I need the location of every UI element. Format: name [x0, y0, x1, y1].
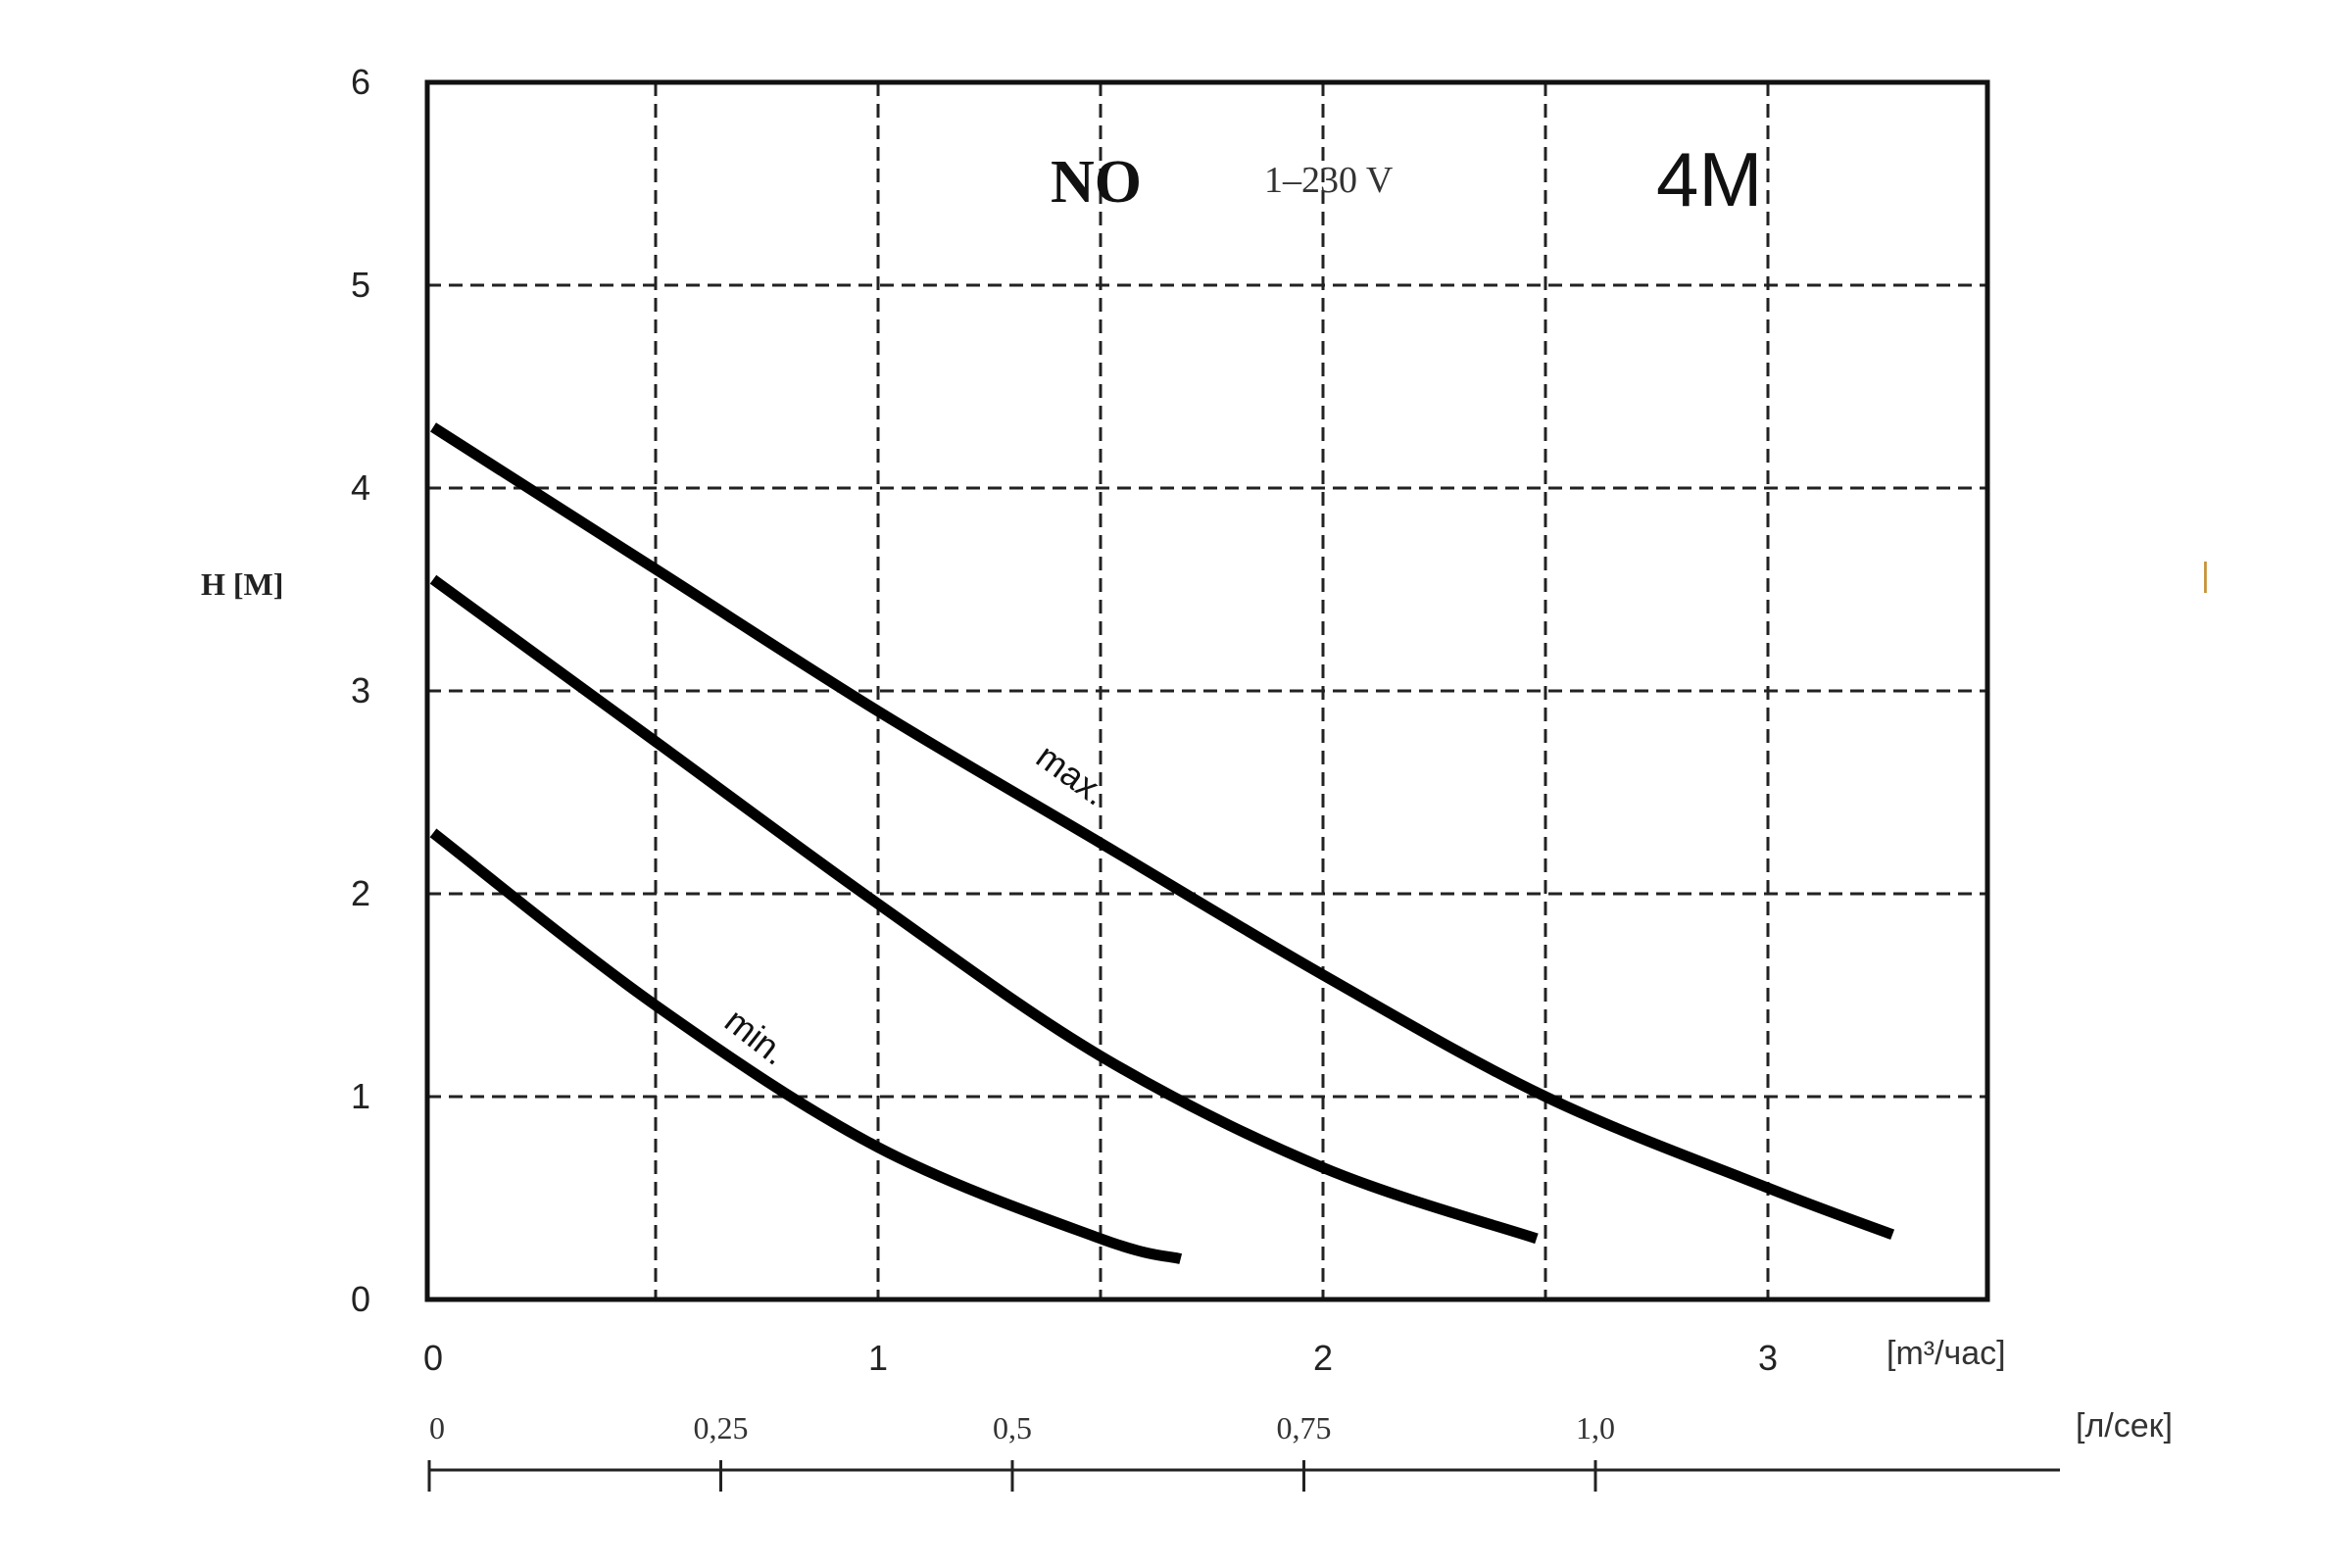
curves	[429, 422, 1895, 1264]
secondary-tick-label: 0,5	[993, 1410, 1032, 1446]
y-tick-label: 4	[351, 467, 370, 508]
y-tick-label: 0	[351, 1279, 370, 1319]
y-tick-label: 3	[351, 670, 370, 710]
series-code-title: NO	[1051, 149, 1142, 216]
secondary-tick-label: 0	[429, 1410, 445, 1446]
x-tick-label: 3	[1758, 1338, 1778, 1378]
min-curve	[429, 828, 1183, 1264]
y-ticks: 0 1 2 3 4 5 6	[351, 62, 370, 1319]
max-curve	[430, 422, 1895, 1240]
x-axis-unit: [m³/час]	[1886, 1335, 2006, 1372]
y-tick-label: 6	[351, 62, 370, 102]
x-tick-label: 2	[1313, 1338, 1333, 1378]
y-tick-label: 2	[351, 873, 370, 913]
secondary-axis: 0 0,25 0,5 0,75 1,0	[427, 1410, 2060, 1492]
secondary-tick-label: 0,75	[1277, 1410, 1332, 1446]
x-tick-label: 1	[868, 1338, 888, 1378]
y-tick-label: 5	[351, 265, 370, 305]
x-tick-label: 0	[423, 1338, 443, 1378]
mid-curve	[429, 574, 1539, 1245]
secondary-tick-label: 1,0	[1576, 1410, 1615, 1446]
extra-mark: |	[2201, 557, 2210, 594]
y-tick-label: 1	[351, 1076, 370, 1116]
x-ticks: 0 1 2 3	[423, 1338, 1778, 1378]
secondary-axis-unit: [л/сек]	[2076, 1407, 2173, 1445]
voltage-title: 1–230 V	[1264, 160, 1394, 201]
model-title: 4M	[1656, 136, 1762, 222]
plot-frame	[424, 79, 1990, 1302]
y-axis-title: H [M]	[201, 566, 283, 602]
secondary-tick-label: 0,25	[694, 1410, 749, 1446]
